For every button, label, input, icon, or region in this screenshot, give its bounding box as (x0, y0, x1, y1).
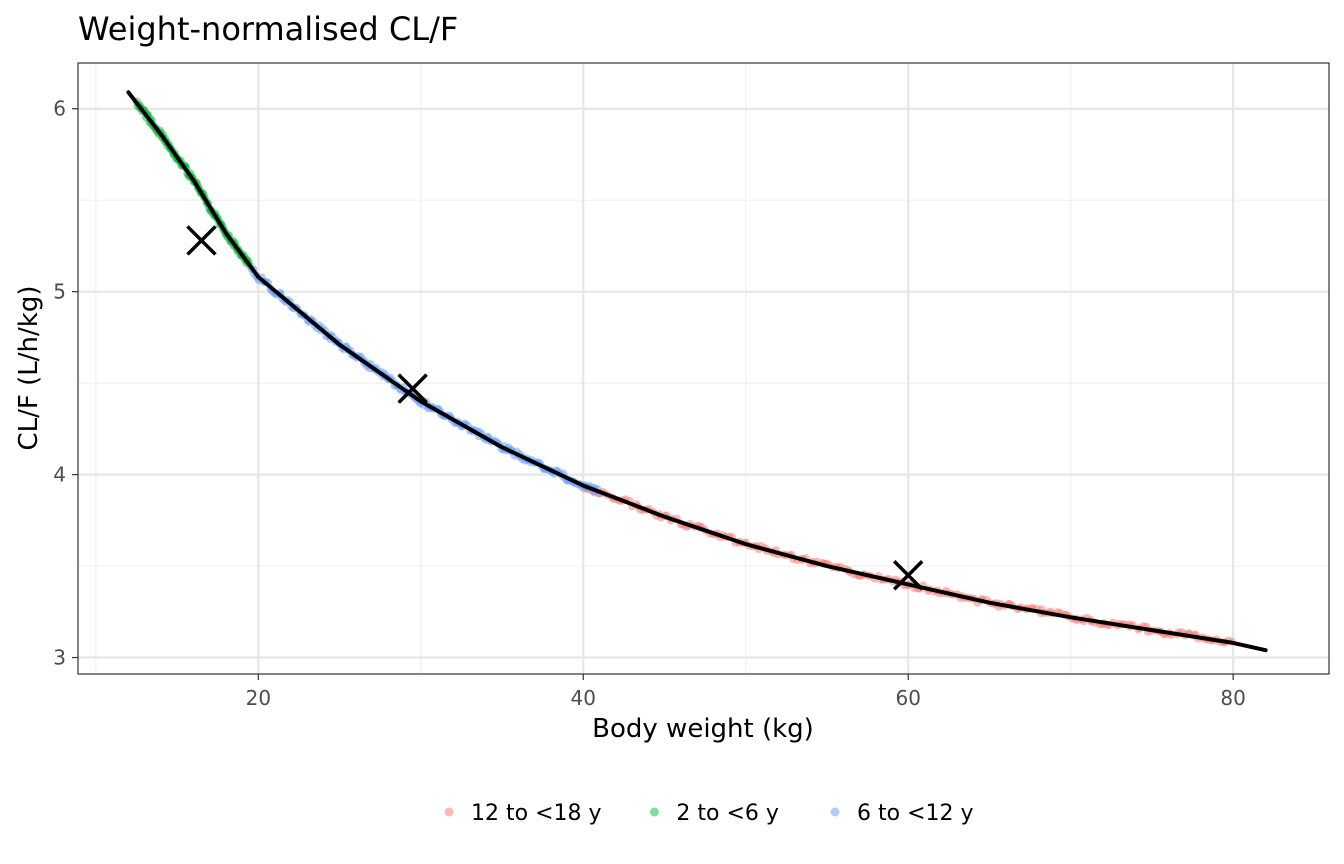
legend-key (444, 807, 454, 817)
grid-minor (78, 63, 1329, 674)
x-marker-stroke (397, 373, 428, 404)
legend: 12 to <18 y 2 to <6 y 6 to <12 y (444, 801, 974, 826)
legend-item: 6 to <12 y (830, 801, 974, 826)
x-marker-stroke (186, 225, 217, 256)
y-tick-label: 4 (53, 463, 66, 487)
x-tick-label: 40 (571, 686, 596, 710)
y-axis-title: CL/F (L/h/kg) (14, 286, 44, 451)
legend-key (830, 807, 840, 817)
grid-major (78, 63, 1329, 674)
y-tick-label: 6 (53, 97, 66, 121)
legend-item: 2 to <6 y (649, 801, 779, 826)
legend-label: 6 to <12 y (857, 801, 974, 826)
legend-item: 12 to <18 y (444, 801, 602, 826)
legend-label: 12 to <18 y (471, 801, 602, 826)
plot-border (77, 62, 1330, 675)
y-tick-label: 3 (53, 646, 66, 670)
marker-group (186, 225, 924, 591)
x-marker (397, 373, 428, 404)
legend-key (649, 807, 659, 817)
x-marker (186, 225, 217, 256)
reference-curve-group (126, 90, 1268, 653)
reference-curve (126, 90, 1268, 653)
x-marker-stroke (892, 559, 924, 591)
x-tick-label: 80 (1220, 686, 1245, 710)
x-tick-label: 60 (895, 686, 920, 710)
chart-title: Weight-normalised CL/F (78, 10, 458, 48)
y-tick-label: 5 (53, 280, 66, 304)
axis-ticks: 20 40 60 80 3 4 5 6 (53, 97, 1246, 710)
legend-label: 2 to <6 y (676, 801, 779, 826)
x-tick-label: 20 (246, 686, 271, 710)
x-marker (892, 559, 924, 591)
x-axis-title: Body weight (kg) (592, 714, 814, 744)
